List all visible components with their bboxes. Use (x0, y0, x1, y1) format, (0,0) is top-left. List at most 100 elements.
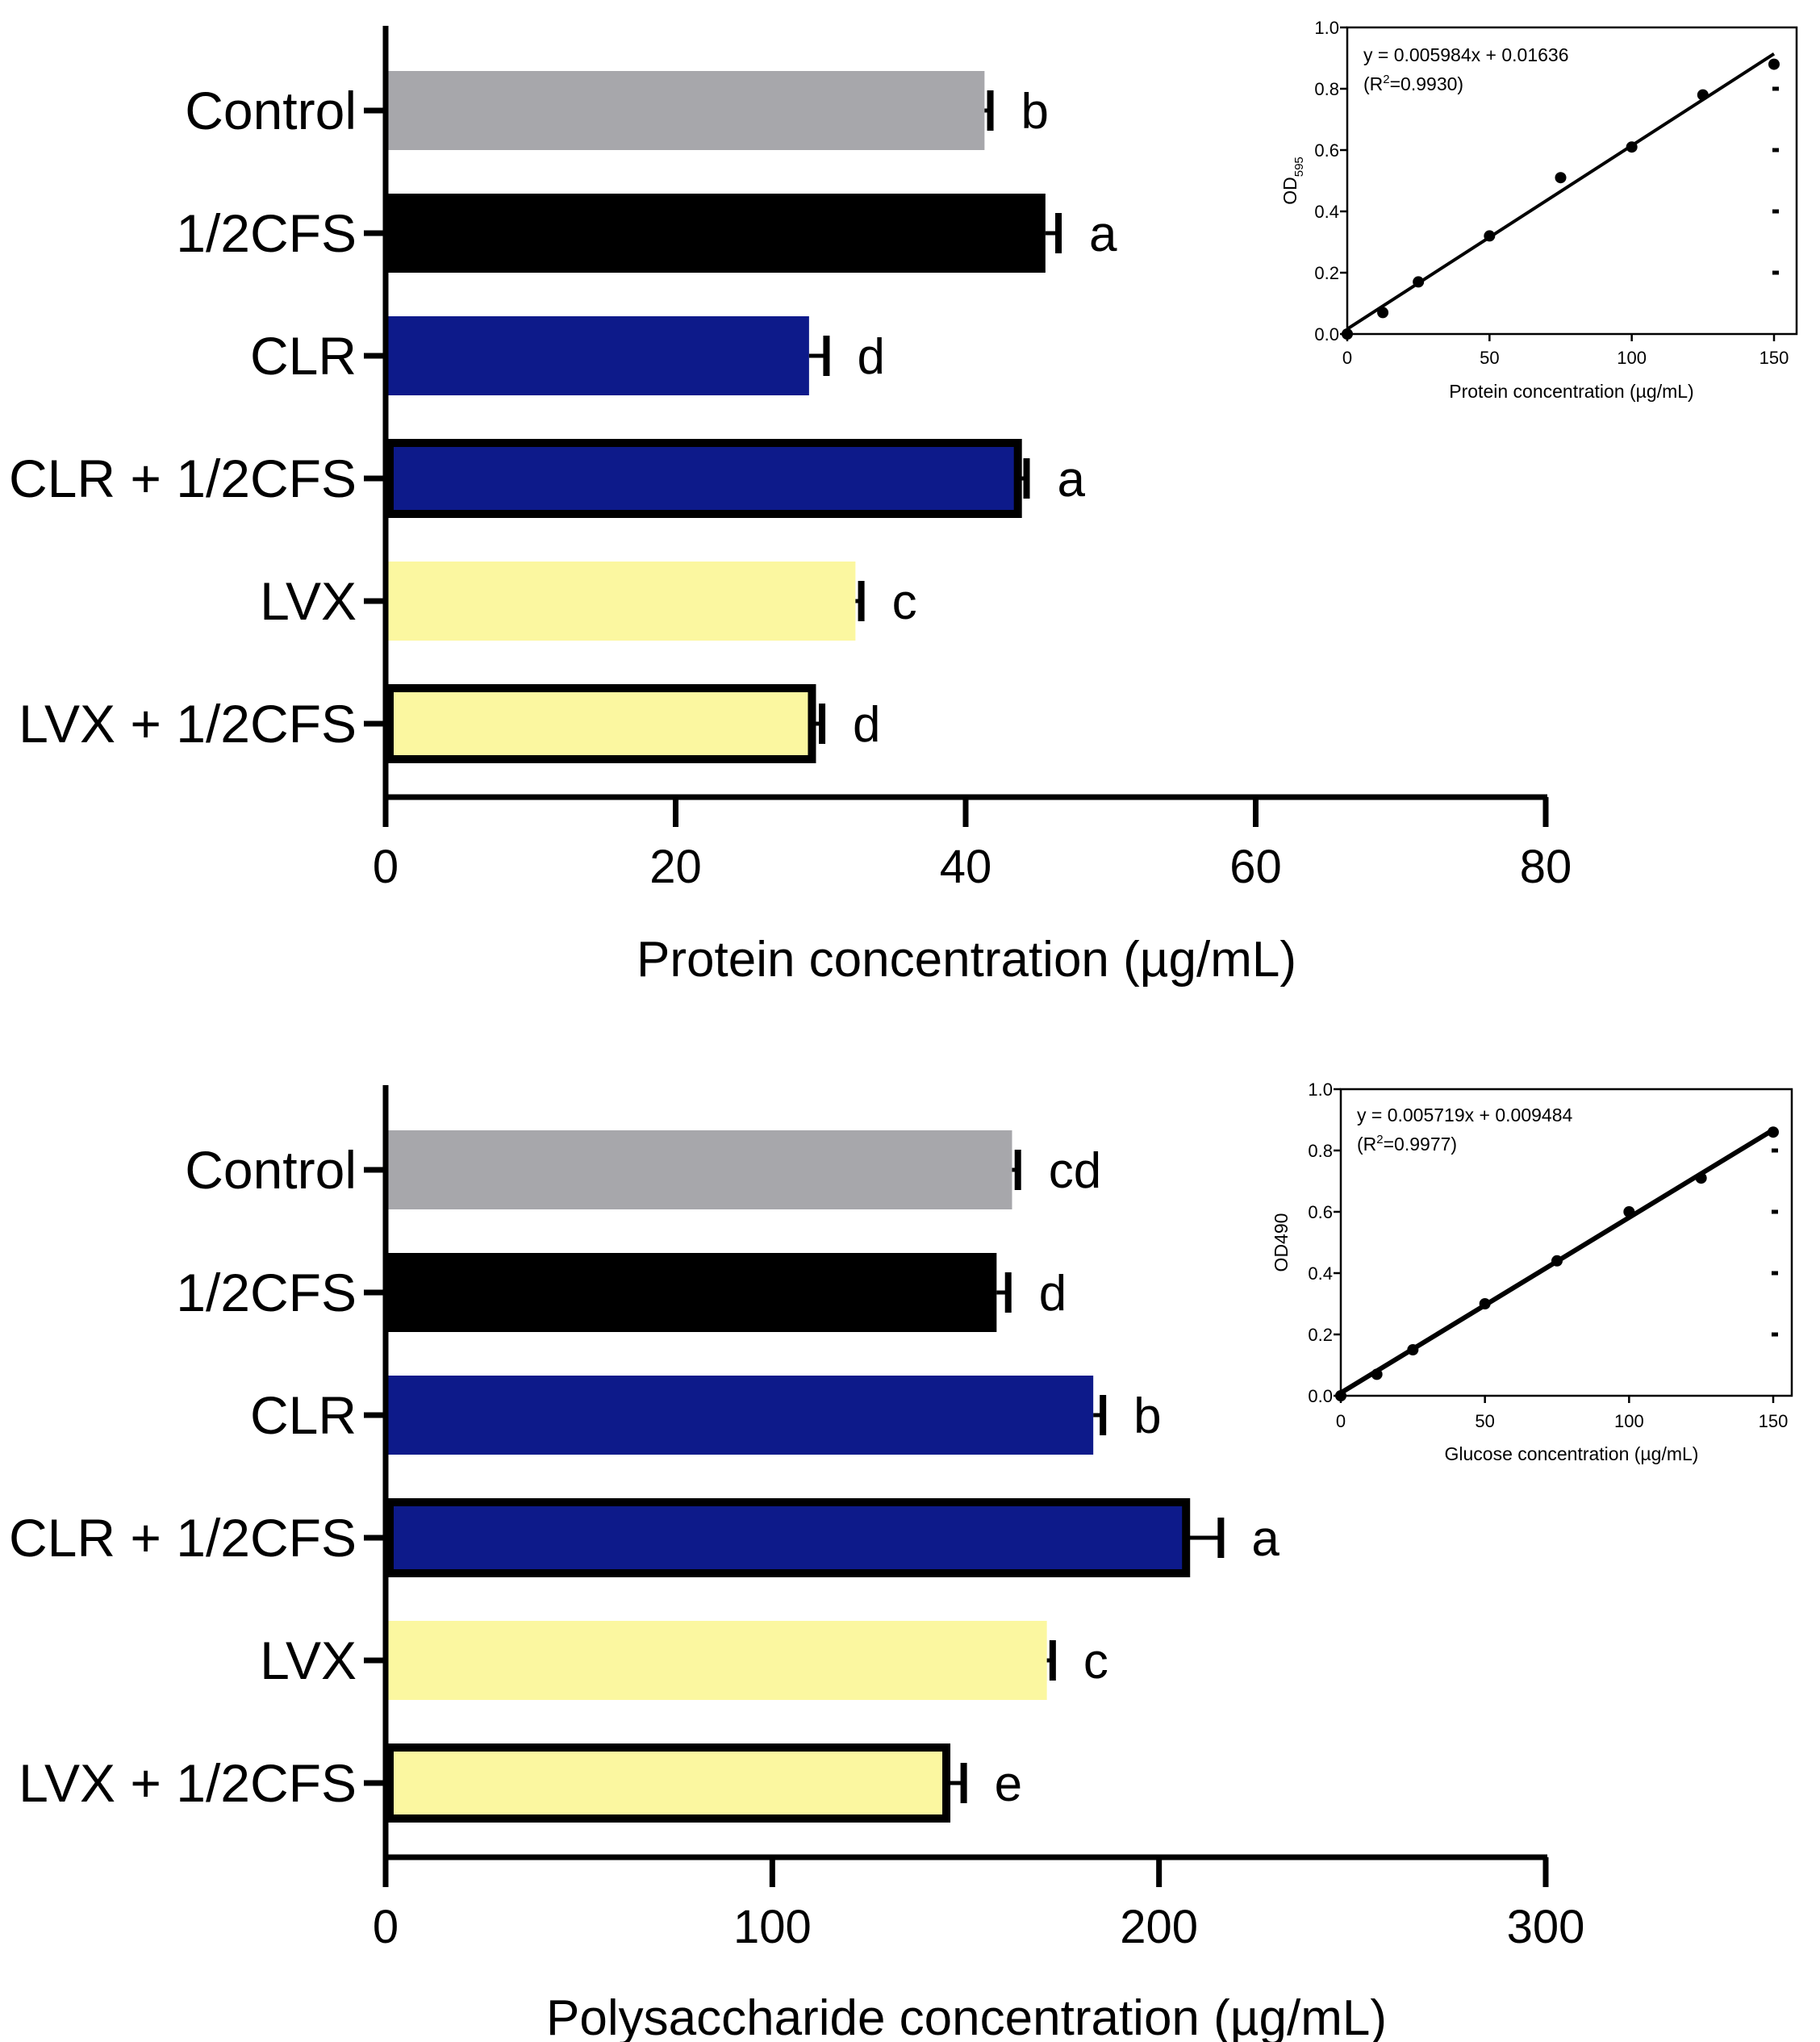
polysaccharide-category-clr-1-2cfs: CLR + 1/2CFS (9, 1508, 357, 1568)
inset1-y-tick-label-5: 1.0 (1314, 18, 1339, 38)
polysaccharide-sig-lvx: c (1083, 1634, 1108, 1689)
protein-error-bar-clr-1-2cfs (1017, 458, 1030, 499)
polysaccharide-x-tick-label-2: 200 (1120, 1901, 1198, 1953)
protein-x-axis-title: Protein concentration (µg/mL) (637, 932, 1296, 988)
protein-sig-lvx: c (892, 574, 917, 630)
protein-x-tick-label-4: 80 (1520, 841, 1572, 893)
inset1-x-tick-label-1: 50 (1480, 348, 1499, 368)
polysaccharide-sig-1-2cfs: d (1039, 1266, 1067, 1322)
inset2-x-tick-label-2: 100 (1614, 1411, 1644, 1431)
polysaccharide-error-bar-clr (1093, 1395, 1107, 1435)
inset2-y-tick-label-1: 0.2 (1308, 1325, 1333, 1345)
polysaccharide-category-control: Control (185, 1140, 357, 1200)
inset2-y-title: OD490 (1271, 1213, 1292, 1272)
inset2-y-tick-label-4: 0.8 (1308, 1141, 1333, 1161)
polysaccharide-significance-labels: cd d b a c e (995, 1143, 1280, 1812)
protein-x-tick-labels: 0 20 40 60 80 (373, 841, 1572, 893)
protein-sig-clr: d (857, 329, 884, 385)
inset2-point-1 (1371, 1368, 1383, 1380)
polysaccharide-x-axis-title: Polysaccharide concentration (µg/mL) (546, 1990, 1387, 2042)
inset2-x-ticks: 0 50 100 150 (1336, 1396, 1788, 1431)
protein-category-clr: CLR (250, 326, 357, 386)
protein-x-tick-label-1: 20 (649, 841, 702, 893)
protein-error-bars (808, 90, 1062, 744)
inset1-point-6 (1697, 89, 1709, 101)
polysaccharide-bar-chart: cd d b a c e Control 1/2CFS CLR CLR + 1/2CFS LVX L… (9, 1085, 1584, 2042)
inset2-y-tick-label-2: 0.4 (1308, 1263, 1333, 1284)
polysaccharide-category-labels: Control 1/2CFS CLR CLR + 1/2CFS LVX LVX + 1/2… (9, 1140, 357, 1813)
inset2-x-title: Glucose concentration (µg/mL) (1445, 1443, 1699, 1464)
polysaccharide-error-bar-lvx (1046, 1640, 1056, 1681)
inset2-right-ticks (1772, 1148, 1778, 1337)
protein-standard-curve-inset: 0 50 100 150 0.0 0.2 0.4 0.6 0.8 1.0 y = 0.00598… (1279, 18, 1798, 402)
inset1-frame (1346, 26, 1798, 336)
protein-x-tick-label-2: 40 (940, 841, 992, 893)
polysaccharide-category-lvx: LVX (260, 1631, 357, 1690)
protein-bar-clr (386, 316, 809, 395)
inset2-point-4 (1551, 1255, 1563, 1267)
inset2-y-ticks: 0.0 0.2 0.4 0.6 0.8 1.0 (1308, 1079, 1341, 1406)
inset2-x-tick-label-3: 150 (1759, 1411, 1789, 1431)
polysaccharide-error-bar-lvx-1-2cfs (946, 1763, 967, 1803)
inset2-r-squared: (R2=0.9977) (1357, 1133, 1457, 1155)
protein-category-lvx: LVX (260, 571, 357, 631)
inset1-y-tick-label-4: 0.8 (1314, 79, 1339, 99)
inset2-point-6 (1695, 1172, 1707, 1184)
polysaccharide-error-bars (946, 1150, 1225, 1803)
inset1-fit-line (1346, 52, 1776, 331)
polysaccharide-x-tick-label-0: 0 (373, 1901, 399, 1953)
polysaccharide-error-bar-1-2cfs (996, 1272, 1012, 1313)
protein-error-bar-lvx (855, 581, 865, 621)
inset2-y-tick-label-0: 0.0 (1308, 1386, 1333, 1406)
polysaccharide-bars (386, 1130, 1191, 1823)
inset1-right-ticks (1772, 86, 1779, 275)
polysaccharide-bar-lvx (386, 1621, 1047, 1700)
polysaccharide-bar-control (386, 1130, 1012, 1209)
inset1-y-tick-label-1: 0.2 (1314, 263, 1339, 283)
protein-sig-clr-1-2cfs: a (1057, 452, 1085, 507)
protein-y-ticks (364, 107, 386, 727)
polysaccharide-error-bar-clr-1-2cfs (1186, 1518, 1225, 1558)
polysaccharide-category-1-2cfs: 1/2CFS (176, 1263, 357, 1322)
inset2-point-3 (1479, 1298, 1491, 1309)
inset1-point-1 (1377, 307, 1389, 319)
protein-bar-chart: b a d a c d Control 1/2CFS CLR CLR + 1/2CFS LVX LV… (9, 26, 1572, 988)
inset1-point-5 (1626, 141, 1638, 153)
polysaccharide-sig-lvx-1-2cfs: e (995, 1756, 1022, 1812)
protein-bar-clr-1-2cfs (386, 439, 1022, 518)
inset2-point-5 (1623, 1206, 1635, 1217)
inset2-x-tick-label-1: 50 (1475, 1411, 1494, 1431)
inset1-point-2 (1413, 276, 1425, 288)
inset2-y-tick-label-5: 1.0 (1308, 1079, 1333, 1100)
polysaccharide-y-ticks (364, 1167, 386, 1786)
polysaccharide-category-lvx-1-2cfs: LVX + 1/2CFS (19, 1753, 357, 1813)
inset1-x-title: Protein concentration (µg/mL) (1449, 381, 1693, 402)
polysaccharide-sig-control: cd (1049, 1143, 1101, 1199)
polysaccharide-sig-clr: b (1133, 1388, 1161, 1444)
inset2-frame (1339, 1088, 1793, 1397)
inset1-point-4 (1555, 172, 1567, 184)
polysaccharide-bar-lvx-1-2cfs (386, 1743, 951, 1823)
polysaccharide-x-tick-label-3: 300 (1507, 1901, 1585, 1953)
protein-bars (386, 71, 1046, 763)
polysaccharide-bar-clr (386, 1376, 1094, 1455)
protein-error-bar-clr (808, 336, 830, 376)
inset1-point-3 (1484, 230, 1496, 242)
polysaccharide-bar-clr-1-2cfs (386, 1498, 1191, 1577)
protein-category-control: Control (185, 81, 357, 140)
inset1-x-tick-label-2: 100 (1617, 348, 1647, 368)
protein-sig-control: b (1021, 84, 1049, 140)
inset1-point-0 (1342, 328, 1353, 340)
inset1-x-tick-label-3: 150 (1759, 348, 1789, 368)
glucose-standard-curve-inset: 0 50 100 150 0.0 0.2 0.4 0.6 0.8 1.0 y = 0.00571… (1271, 1079, 1793, 1464)
inset2-point-0 (1335, 1390, 1346, 1401)
inset2-y-tick-label-3: 0.6 (1308, 1202, 1333, 1222)
inset1-regression-line (1346, 52, 1776, 331)
protein-bar-lvx (386, 562, 856, 641)
protein-x-ticks (382, 797, 1549, 827)
protein-category-1-2cfs: 1/2CFS (176, 203, 357, 263)
protein-error-bar-lvx-1-2cfs (812, 704, 826, 744)
protein-x-tick-label-0: 0 (373, 841, 399, 893)
inset1-y-tick-label-2: 0.4 (1314, 202, 1339, 222)
